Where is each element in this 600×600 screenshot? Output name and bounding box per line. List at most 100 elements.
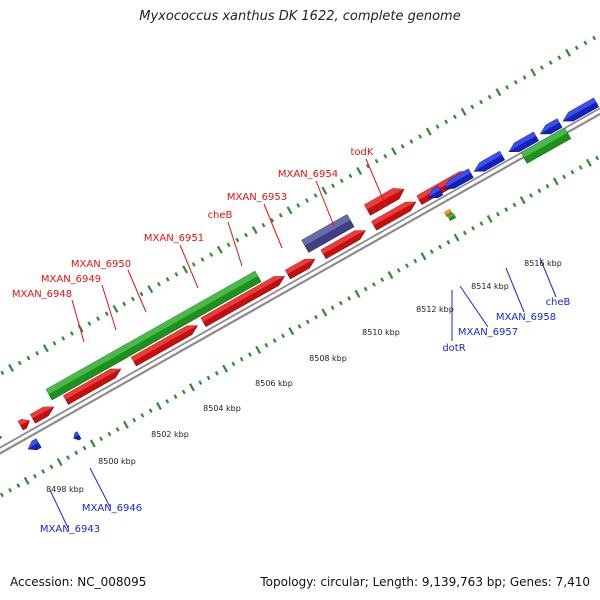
forward-gene-label: MXAN_6949 <box>41 274 117 331</box>
tick-mark <box>235 237 240 243</box>
tick-mark <box>396 268 401 273</box>
tick-mark <box>383 153 388 159</box>
tick-mark <box>570 169 575 175</box>
tick-mark <box>286 206 293 215</box>
tick-mark <box>313 193 318 198</box>
tick-mark <box>471 225 476 231</box>
tick-mark <box>374 158 379 164</box>
forward-gene <box>200 276 285 328</box>
tick-mark <box>446 240 451 245</box>
ruler-label: 8500 kbp <box>98 457 136 466</box>
tick-mark <box>574 45 579 51</box>
reverse-gene-label: dotR <box>442 290 466 354</box>
gene-label: MXAN_6957 <box>458 327 518 338</box>
tick-mark <box>363 286 368 292</box>
tick-mark <box>182 265 189 274</box>
tick-mark <box>206 375 211 381</box>
tick-mark <box>200 257 205 262</box>
tick-mark <box>264 342 269 348</box>
tick-mark <box>537 188 542 194</box>
tick-mark <box>552 177 559 186</box>
tick-mark <box>470 104 475 110</box>
forward-gene <box>371 201 417 231</box>
tick-mark <box>331 183 335 189</box>
reverse-gene <box>427 185 444 198</box>
forward-gene <box>63 368 122 405</box>
tick-mark <box>61 336 66 341</box>
tick-mark <box>8 487 13 493</box>
tick-mark <box>354 289 361 298</box>
reverse-gene-label: MXAN_6946 <box>82 467 142 514</box>
tick-mark <box>139 291 144 297</box>
leader-line <box>127 269 147 313</box>
forward-gene-label: MXAN_6951 <box>144 233 204 289</box>
ruler-label: 8504 kbp <box>203 404 241 413</box>
gene-label: cheB <box>208 210 233 221</box>
leader-line <box>459 285 489 328</box>
ruler-label: 8512 kbp <box>416 305 454 314</box>
forward-gene <box>17 419 30 431</box>
tick-mark <box>365 163 370 169</box>
tick-mark <box>409 139 414 144</box>
gene-label: MXAN_6949 <box>41 274 101 285</box>
tick-mark <box>112 304 119 313</box>
gene-label: dotR <box>442 343 465 354</box>
tick-mark <box>42 344 49 353</box>
tick-mark <box>165 277 170 282</box>
tick-mark <box>49 464 54 470</box>
tick-mark <box>35 350 40 356</box>
tick-mark <box>339 178 344 184</box>
ruler-label: 8506 kbp <box>255 379 293 388</box>
tick-mark <box>548 60 553 65</box>
gene-label: MXAN_6954 <box>278 169 338 180</box>
tick-mark <box>371 282 376 287</box>
tick-mark <box>321 186 328 195</box>
tick-mark <box>578 165 583 170</box>
ruler-label: 8502 kbp <box>151 430 189 439</box>
tick-mark <box>115 427 120 432</box>
tick-mark <box>281 333 285 339</box>
reverse-gene-label: MXAN_6957 <box>458 285 518 338</box>
tick-mark <box>429 249 434 254</box>
leader-line <box>505 267 525 313</box>
tick-mark <box>244 232 248 238</box>
tick-mark <box>513 80 518 85</box>
tick-mark <box>391 147 397 156</box>
tick-mark <box>23 476 30 485</box>
tick-mark <box>314 314 318 320</box>
tick-mark <box>222 364 229 373</box>
tick-mark <box>297 324 302 329</box>
tick-mark <box>147 285 154 294</box>
gene-label: MXAN_6943 <box>40 524 100 535</box>
tick-mark <box>462 230 467 236</box>
tick-mark <box>545 183 550 189</box>
tick-mark <box>585 158 592 167</box>
rna-gene <box>520 127 572 164</box>
tick-mark <box>189 383 195 392</box>
tick-mark <box>87 321 92 326</box>
leader-line <box>539 257 557 298</box>
tick-mark <box>41 469 46 474</box>
tick-mark <box>82 445 87 451</box>
tick-mark <box>487 94 492 100</box>
gene-label: todK <box>351 147 374 158</box>
tick-mark <box>148 408 153 413</box>
gene-label: cheB <box>546 297 571 308</box>
tick-mark <box>132 417 137 423</box>
tick-mark <box>288 327 295 336</box>
tick-mark <box>595 155 600 161</box>
leader-line <box>365 158 387 207</box>
tick-mark <box>226 242 231 248</box>
tick-mark <box>272 338 277 343</box>
tick-mark <box>557 55 562 60</box>
ruler-label: 8498 kbp <box>46 485 84 494</box>
tick-mark <box>270 217 275 223</box>
tick-mark <box>304 198 309 203</box>
forward-gene <box>0 436 3 440</box>
tick-mark <box>592 35 597 41</box>
tick-mark <box>330 305 335 311</box>
gene-label: MXAN_6948 <box>12 289 72 300</box>
tick-mark <box>17 360 22 366</box>
tick-mark <box>356 166 363 175</box>
